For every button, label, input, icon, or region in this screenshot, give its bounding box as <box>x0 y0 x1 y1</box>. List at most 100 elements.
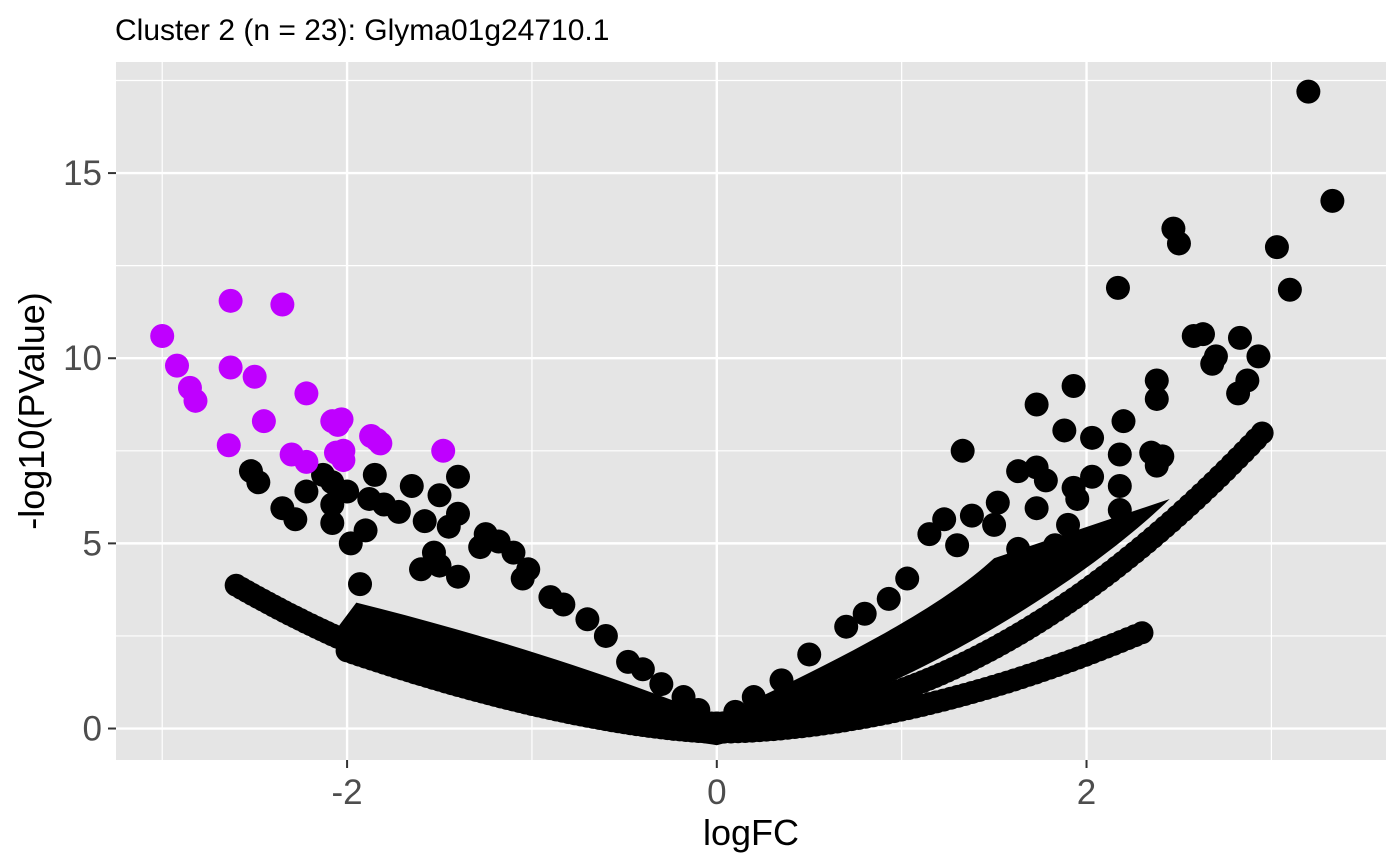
data-point <box>183 388 208 413</box>
data-point <box>985 490 1010 515</box>
data-point <box>242 364 267 389</box>
data-point <box>362 462 387 487</box>
y-axis-title: -log10(PValue) <box>11 292 52 529</box>
data-point <box>386 499 411 524</box>
data-point <box>445 564 470 589</box>
data-point <box>1052 418 1077 443</box>
cloud-point <box>224 573 248 597</box>
data-point <box>1264 235 1289 260</box>
data-point <box>917 522 942 547</box>
data-point <box>1080 425 1105 450</box>
data-point <box>1006 536 1031 561</box>
data-point <box>427 483 452 508</box>
data-point <box>1061 374 1086 399</box>
data-point <box>630 657 655 682</box>
data-point <box>427 553 452 578</box>
data-point <box>1006 459 1031 484</box>
data-point <box>723 699 748 724</box>
data-point <box>294 479 319 504</box>
data-point <box>320 492 345 517</box>
tick-labels: -2 0 2 0 5 10 15 <box>63 154 1096 812</box>
data-point <box>1065 486 1090 511</box>
data-point <box>1296 79 1321 104</box>
data-point <box>1111 409 1136 434</box>
data-point <box>575 607 600 632</box>
dense-point-cloud <box>224 421 1274 746</box>
data-point <box>294 449 319 474</box>
x-axis-title: logFC <box>703 812 799 853</box>
data-point <box>1144 453 1169 478</box>
data-point <box>1144 386 1169 411</box>
data-point <box>1024 496 1049 521</box>
data-point <box>852 601 877 626</box>
data-point <box>412 509 437 534</box>
data-point <box>741 685 766 710</box>
data-point <box>1089 527 1114 552</box>
data-point <box>1105 275 1130 300</box>
data-point <box>769 668 794 693</box>
data-point <box>1277 277 1302 302</box>
data-point <box>959 503 984 528</box>
data-point <box>1320 188 1345 213</box>
x-tick-label: 2 <box>1077 773 1096 812</box>
data-point <box>218 288 243 313</box>
data-point <box>950 438 975 463</box>
data-point <box>246 470 271 495</box>
data-point <box>1080 464 1105 489</box>
data-point <box>283 507 308 532</box>
cloud-point <box>1130 621 1154 645</box>
point-cloud-area <box>328 498 1170 746</box>
axis-ticks <box>108 172 1088 768</box>
data-point <box>323 440 348 465</box>
data-point <box>436 514 461 539</box>
data-point <box>834 614 859 639</box>
data-point <box>364 427 389 452</box>
major-gridlines <box>116 62 1386 760</box>
data-point <box>270 292 295 317</box>
data-point <box>431 438 456 463</box>
data-point <box>353 518 378 543</box>
black-points <box>238 79 1345 724</box>
data-point <box>218 355 243 380</box>
data-point <box>294 381 319 406</box>
highlighted-points <box>150 288 456 474</box>
x-tick-label: 0 <box>707 773 726 812</box>
data-point <box>982 512 1007 537</box>
data-point <box>1033 468 1058 493</box>
data-point <box>510 566 535 591</box>
data-point <box>1107 442 1132 467</box>
data-point <box>251 409 276 434</box>
data-point <box>445 464 470 489</box>
data-point <box>1056 512 1081 537</box>
data-point <box>348 572 373 597</box>
data-point <box>593 623 618 648</box>
data-point <box>551 592 576 617</box>
y-tick-label: 0 <box>83 710 102 749</box>
data-point <box>1107 498 1132 523</box>
data-point <box>216 433 241 458</box>
data-point <box>649 672 674 697</box>
data-point <box>165 353 190 378</box>
plot-title: Cluster 2 (n = 23): Glyma01g24710.1 <box>115 14 609 47</box>
plot-panel <box>116 62 1386 760</box>
data-point <box>1227 325 1252 350</box>
data-point <box>150 324 175 349</box>
y-tick-label: 10 <box>63 339 102 378</box>
data-point <box>1107 473 1132 498</box>
y-tick-label: 15 <box>63 154 102 193</box>
data-point <box>932 507 957 532</box>
data-point <box>468 535 493 560</box>
data-point <box>797 642 822 667</box>
data-point <box>409 557 434 582</box>
data-point <box>1024 392 1049 417</box>
cloud-point <box>335 639 359 663</box>
data-point <box>1144 368 1169 393</box>
data-point <box>1226 381 1251 406</box>
data-point <box>876 586 901 611</box>
data-point <box>1043 533 1068 558</box>
data-point <box>320 511 345 536</box>
data-point <box>895 566 920 591</box>
data-point <box>1246 344 1271 369</box>
x-tick-label: -2 <box>332 773 363 812</box>
